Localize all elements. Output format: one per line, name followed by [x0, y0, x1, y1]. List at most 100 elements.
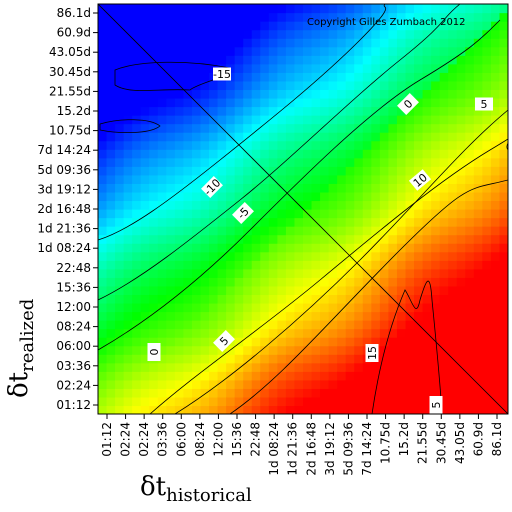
heatmap-cell	[174, 21, 185, 31]
heatmap-cell	[106, 21, 116, 31]
heatmap-cell	[106, 234, 116, 244]
heatmap-cell	[311, 243, 321, 253]
heatmap-cell	[191, 379, 202, 389]
heatmap-cell	[209, 12, 219, 22]
heatmap-cell	[499, 294, 508, 304]
heatmap-cell	[405, 354, 415, 364]
heatmap-cell	[174, 328, 185, 338]
heatmap-cell	[465, 396, 475, 407]
heatmap-cell	[98, 183, 108, 193]
heatmap-cell	[362, 371, 372, 381]
heatmap-cell	[414, 226, 424, 236]
heatmap-cell	[217, 106, 227, 116]
heatmap-cell	[294, 243, 304, 253]
heatmap-cell	[337, 362, 347, 372]
heatmap-cell	[439, 243, 449, 253]
heatmap-cell	[251, 29, 261, 39]
heatmap-cell	[396, 63, 407, 73]
heatmap-cell	[157, 320, 167, 330]
heatmap-cell	[482, 12, 492, 22]
heatmap-cell	[345, 29, 355, 39]
heatmap-cell	[448, 38, 458, 48]
heatmap-cell	[414, 123, 424, 133]
heatmap-cell	[132, 277, 142, 287]
heatmap-cell	[388, 191, 398, 202]
heatmap-cell	[320, 217, 330, 227]
heatmap-cell	[482, 174, 492, 184]
heatmap-cell	[414, 55, 424, 65]
heatmap-cell	[482, 362, 492, 372]
heatmap-cell	[226, 396, 236, 407]
heatmap-cell	[328, 251, 338, 261]
heatmap-cell	[243, 106, 253, 116]
heatmap-cell	[456, 396, 466, 407]
heatmap-cell	[294, 302, 304, 313]
y-tick-label: 21.55d	[49, 84, 91, 98]
heatmap-cell	[243, 63, 253, 73]
heatmap-cell	[209, 157, 219, 167]
contour-label: 5	[429, 396, 443, 414]
heatmap-cell	[396, 106, 407, 116]
heatmap-cell	[396, 260, 407, 270]
heatmap-cell	[439, 328, 449, 338]
contour-line	[371, 280, 443, 414]
heatmap-cell	[456, 123, 466, 133]
heatmap-cell	[303, 320, 313, 330]
heatmap-cell	[191, 209, 202, 219]
heatmap-cell	[311, 166, 321, 176]
heatmap-cell	[473, 260, 483, 270]
heatmap-cell	[379, 388, 390, 398]
heatmap-cell	[431, 63, 441, 73]
heatmap-cell	[106, 55, 116, 65]
heatmap-cell	[379, 106, 390, 116]
contour-line	[229, 179, 508, 414]
heatmap-cell	[499, 345, 508, 355]
heatmap-cell	[106, 115, 116, 125]
heatmap-cell	[328, 405, 338, 414]
heatmap-cell	[465, 328, 475, 338]
heatmap-cell	[217, 29, 227, 39]
heatmap-cell	[362, 72, 372, 82]
heatmap-cell	[106, 371, 116, 381]
heatmap-cell	[132, 302, 142, 313]
heatmap-cell	[260, 379, 270, 389]
heatmap-cell	[285, 362, 296, 372]
heatmap-cell	[183, 132, 193, 142]
heatmap-cell	[379, 97, 390, 108]
heatmap-cell	[379, 396, 390, 407]
heatmap-cell	[414, 157, 424, 167]
heatmap-cell	[320, 166, 330, 176]
contour-label: 5	[213, 330, 235, 352]
heatmap-cell	[473, 388, 483, 398]
heatmap-cell	[268, 29, 278, 39]
heatmap-cell	[414, 405, 424, 414]
heatmap-cell	[431, 268, 441, 278]
heatmap-cell	[191, 320, 202, 330]
heatmap-cell	[422, 132, 432, 142]
heatmap-cell	[200, 320, 210, 330]
heatmap-cell	[388, 396, 398, 407]
heatmap-cell	[320, 80, 330, 91]
x-tick-label: 1d 21:36	[286, 422, 300, 476]
heatmap-cell	[405, 191, 415, 202]
heatmap-cell	[456, 166, 466, 176]
heatmap-cell	[251, 320, 261, 330]
heatmap-cell	[294, 328, 304, 338]
heatmap-cell	[379, 311, 390, 321]
heatmap-cell	[490, 132, 501, 142]
heatmap-cell	[311, 405, 321, 414]
heatmap-cell	[311, 132, 321, 142]
heatmap-cell	[371, 268, 381, 278]
heatmap-cell	[183, 354, 193, 364]
heatmap-cell	[285, 234, 296, 244]
heatmap-cell	[354, 140, 364, 150]
heatmap-cell	[499, 234, 508, 244]
heatmap-cell	[294, 4, 304, 14]
heatmap-cell	[294, 209, 304, 219]
heatmap-cell	[405, 217, 415, 227]
heatmap-cell	[183, 200, 193, 210]
heatmap-cell	[98, 362, 108, 372]
heatmap-cell	[285, 388, 296, 398]
heatmap-cell	[277, 234, 287, 244]
y-tick-label: 01:12	[56, 398, 91, 412]
